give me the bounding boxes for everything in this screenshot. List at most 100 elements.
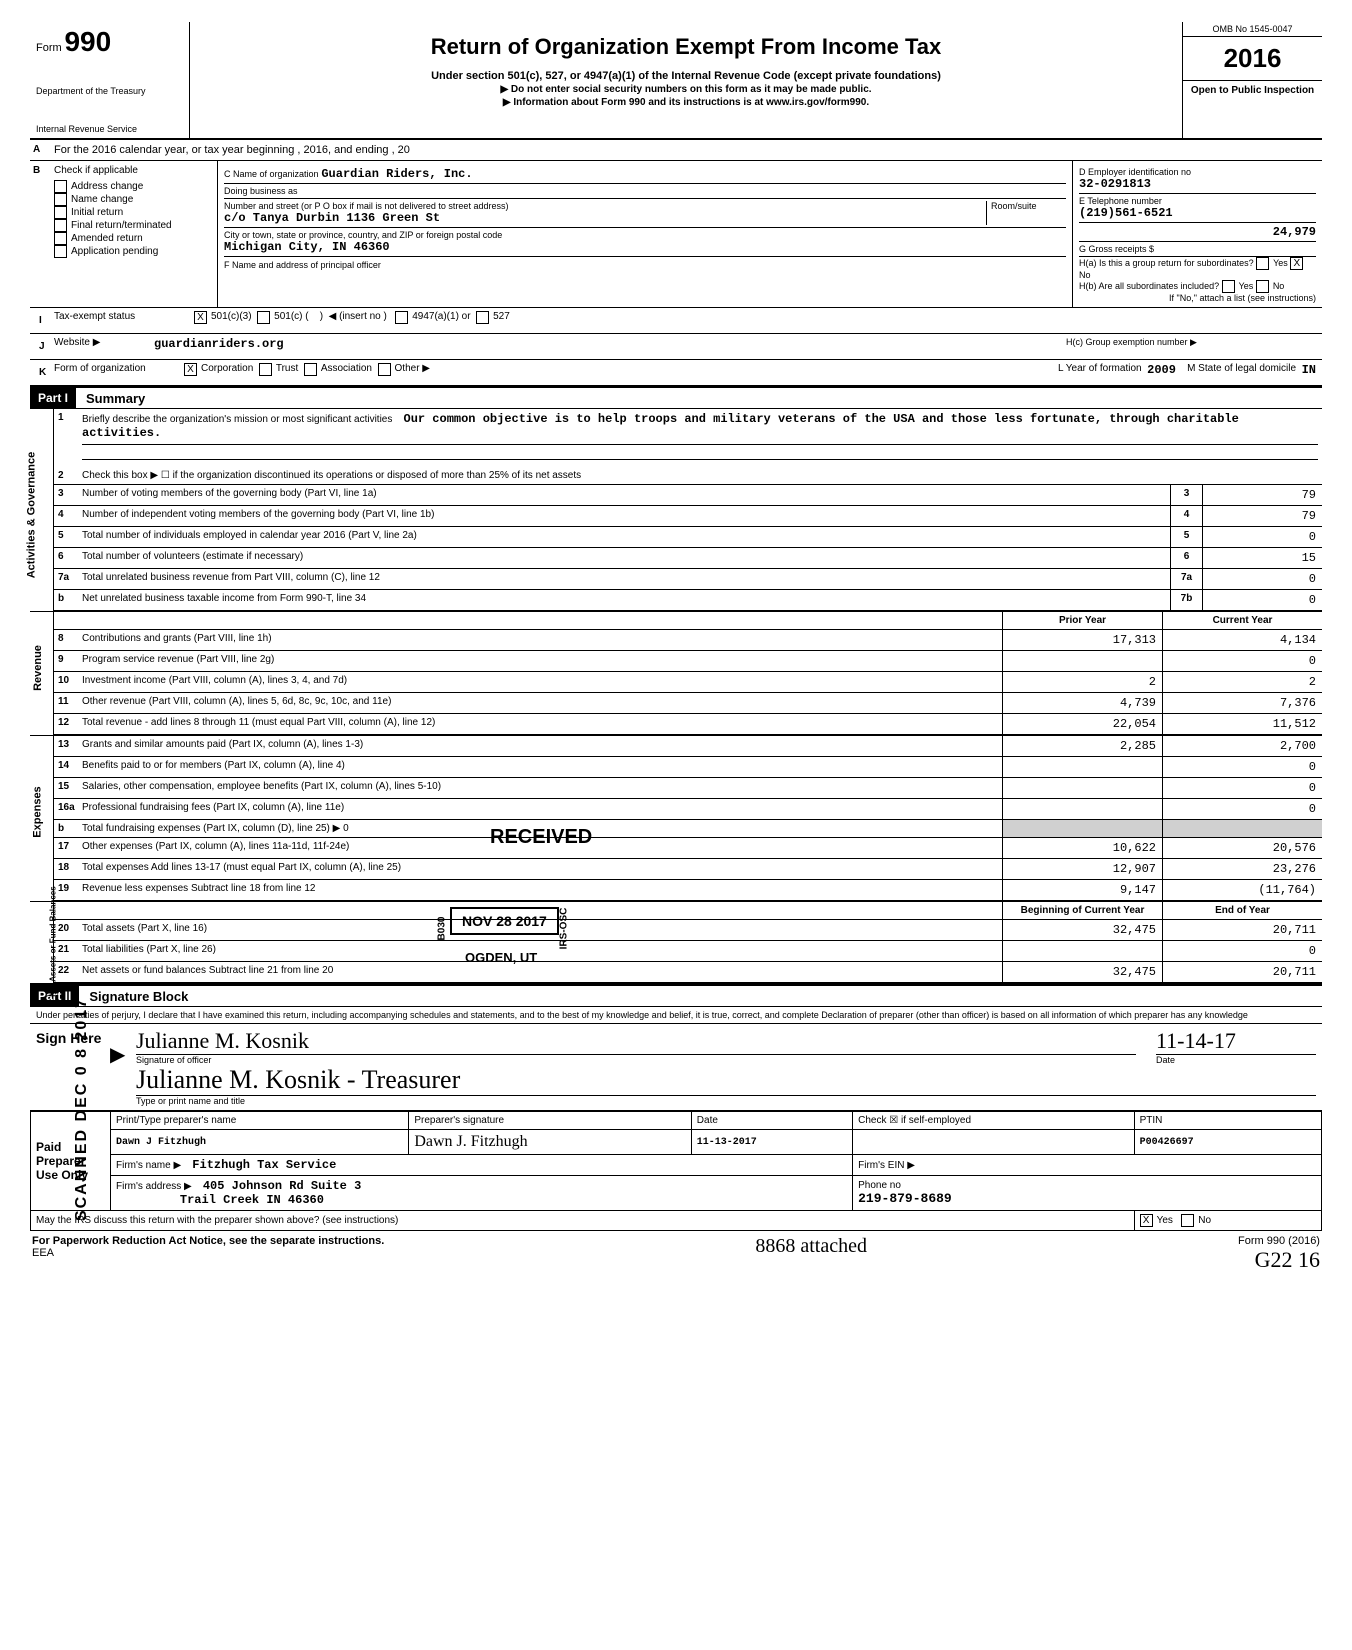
page-footer: For Paperwork Reduction Act Notice, see … [30,1231,1322,1277]
curr-val: 11,512 [1162,714,1322,734]
ha-no[interactable]: X [1290,257,1303,270]
gov-line-val: 15 [1202,548,1322,568]
gov-line-desc: Number of independent voting members of … [78,506,1170,526]
ha-yes[interactable] [1256,257,1269,270]
prior-val: 22,054 [1002,714,1162,734]
line-j: J Website ▶ guardianriders.org H(c) Grou… [30,334,1322,360]
form-header: Form 990 Department of the Treasury Inte… [30,22,1322,140]
prep-name-hdr: Print/Type preparer's name [111,1112,409,1130]
prep-date: 11-13-2017 [691,1130,852,1155]
col-boy: Beginning of Current Year [1002,902,1162,919]
rev-col-headers: Prior Year Current Year [54,612,1322,630]
cb-other[interactable] [378,363,391,376]
form-title: Return of Organization Exempt From Incom… [200,34,1172,60]
cb-amended[interactable]: Amended return [54,232,211,245]
prep-self-hdr: Check ☒ if self-employed [853,1112,1135,1130]
city-row: City or town, state or province, country… [224,228,1066,257]
hc-row: H(c) Group exemption number ▶ [1066,337,1316,356]
sign-here-label: Sign Here [30,1024,110,1110]
line2: Check this box ▶ ☐ if the organization d… [78,467,1322,484]
line-desc: Professional fundraising fees (Part IX, … [78,799,1002,819]
cb-pending[interactable]: Application pending [54,245,211,258]
org-name-row: C Name of organization Guardian Riders, … [224,165,1066,184]
form-subtitle-3: ▶ Information about Form 990 and its ins… [200,97,1172,108]
line-desc: Total revenue - add lines 8 through 11 (… [78,714,1002,734]
pra-notice: For Paperwork Reduction Act Notice, see … [32,1235,384,1247]
header-right: OMB No 1545-0047 2016 Open to Public Ins… [1182,22,1322,138]
ha-row: H(a) Is this a group return for subordin… [1079,257,1316,280]
gov-line-val: 0 [1202,569,1322,589]
org-info: C Name of organization Guardian Riders, … [218,161,1072,307]
prep-ptin-hdr: PTIN [1134,1112,1321,1130]
form-990-page: Form 990 Department of the Treasury Inte… [30,22,1322,1277]
cb-trust[interactable] [259,363,272,376]
discuss-yes[interactable]: X [1140,1214,1153,1227]
cb-527[interactable] [476,311,489,324]
date-stamp-box: B030 NOV 28 2017 IRS-OSC [450,907,559,935]
line-desc: Contributions and grants (Part VIII, lin… [78,630,1002,650]
curr-val [1162,820,1322,837]
gross-receipts: G Gross receipts $ [1079,242,1316,257]
cb-final-return[interactable]: Final return/terminated [54,219,211,232]
penalties-text: Under penalties of perjury, I declare th… [30,1007,1322,1024]
b030-stamp: B030 [436,917,447,941]
hb-yes[interactable] [1222,280,1235,293]
cb-address-change[interactable]: Address change [54,180,211,193]
discuss-no[interactable] [1181,1214,1194,1227]
hb-no[interactable] [1256,280,1269,293]
line-a-text: For the 2016 calendar year, or tax year … [48,140,1322,160]
cb-501c[interactable] [257,311,270,324]
prep-ptin: P00426697 [1134,1130,1321,1155]
curr-val: 0 [1162,757,1322,777]
cb-assoc[interactable] [304,363,317,376]
gov-line-desc: Total unrelated business revenue from Pa… [78,569,1170,589]
year-formation: 2009 [1147,363,1176,382]
prep-name: Dawn J Fitzhugh [111,1130,409,1155]
org-address: c/o Tanya Durbin 1136 Green St [224,211,986,225]
revenue-section: Revenue Prior Year Current Year 8Contrib… [30,612,1322,736]
cb-name-change[interactable]: Name change [54,193,211,206]
prior-val [1002,799,1162,819]
line-i: I Tax-exempt status X501(c)(3) 501(c) ( … [30,308,1322,334]
cb-corp[interactable]: X [184,363,197,376]
line-desc: Other revenue (Part VIII, column (A), li… [78,693,1002,713]
org-city: Michigan City, IN 46360 [224,240,1066,254]
curr-val: 20,576 [1162,838,1322,858]
prior-val: 12,907 [1002,859,1162,879]
right-info: D Employer identification no 32-0291813 … [1072,161,1322,307]
identity-block: B Check if applicable Address change Nam… [30,161,1322,308]
prior-val [1002,820,1162,837]
vside-revenue: Revenue [30,612,54,735]
col-current-year: Current Year [1162,612,1322,629]
gov-line-val: 0 [1202,590,1322,610]
prior-val: 17,313 [1002,630,1162,650]
line-k: K Form of organization XCorporation Trus… [30,360,1322,386]
curr-val: 0 [1162,799,1322,819]
line-b-label: B [30,161,48,307]
ein-row: D Employer identification no 32-0291813 [1079,165,1316,194]
cb-4947[interactable] [395,311,408,324]
discuss-row: May the IRS discuss this return with the… [31,1211,1135,1231]
hb-note: If "No," attach a list (see instructions… [1079,293,1316,303]
line-desc: Investment income (Part VIII, column (A)… [78,672,1002,692]
gov-line-desc: Total number of individuals employed in … [78,527,1170,547]
vside-governance: Activities & Governance [30,409,54,611]
curr-val: 20,711 [1162,962,1322,982]
line-desc: Net assets or fund balances Subtract lin… [78,962,1002,982]
prior-val [1002,941,1162,961]
curr-val: 4,134 [1162,630,1322,650]
cb-501c3[interactable]: X [194,311,207,324]
prep-sig-hdr: Preparer's signature [409,1112,691,1130]
na-col-headers: Beginning of Current Year End of Year [54,902,1322,920]
officer-printed: Julianne M. Kosnik - Treasurer [136,1065,1316,1095]
dept-treasury: Department of the Treasury [36,86,183,96]
curr-val: 23,276 [1162,859,1322,879]
cb-initial-return[interactable]: Initial return [54,206,211,219]
part1-bar: Part I [30,388,76,408]
form-label: Form [36,42,62,54]
line-desc: Benefits paid to or for members (Part IX… [78,757,1002,777]
prior-val: 4,739 [1002,693,1162,713]
governance-section: Activities & Governance 1 Briefly descri… [30,409,1322,612]
officer-row: F Name and address of principal officer [224,257,1066,290]
curr-val: 7,376 [1162,693,1322,713]
